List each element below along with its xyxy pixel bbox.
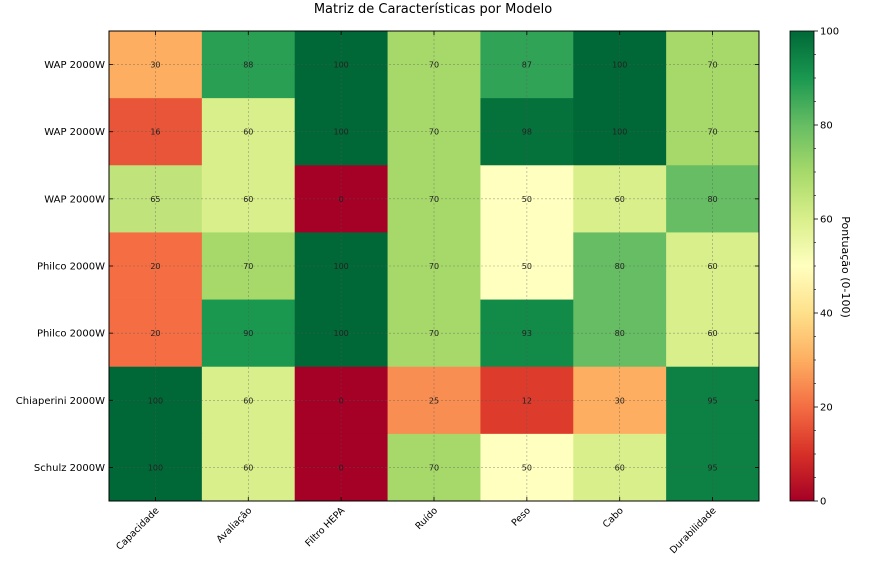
y-tick-label: WAP 2000W xyxy=(44,60,105,71)
x-tick-label: Filtro HEPA xyxy=(303,505,347,549)
cell-value-label: 60 xyxy=(243,463,253,472)
cell-value-label: 65 xyxy=(150,195,160,204)
cell-value-label: 30 xyxy=(615,396,625,405)
cell-value-label: 50 xyxy=(522,463,532,472)
cell-value-label: 80 xyxy=(707,195,717,204)
cell-value-label: 60 xyxy=(615,195,625,204)
y-tick-label: Philco 2000W xyxy=(37,329,105,340)
cell-value-label: 100 xyxy=(612,128,627,137)
cell-value-label: 70 xyxy=(429,262,439,271)
y-tick-label: WAP 2000W xyxy=(44,127,105,138)
cell-value-label: 95 xyxy=(707,463,717,472)
y-tick-labels: WAP 2000W WAP 2000W WAP 2000W Philco 2000W P… xyxy=(16,60,105,474)
cell-value-label: 30 xyxy=(150,61,160,70)
cell-value-label: 25 xyxy=(429,396,439,405)
x-tick-label: Peso xyxy=(510,505,533,528)
cell-value-label: 100 xyxy=(334,329,349,338)
colorbar-tick-label: 20 xyxy=(820,403,833,414)
cell-value-label: 20 xyxy=(150,262,160,271)
cell-value-label: 60 xyxy=(243,128,253,137)
cell-value-label: 0 xyxy=(339,396,344,405)
cell-value-label: 70 xyxy=(429,61,439,70)
colorbar-label: Pontuação (0-100) xyxy=(839,216,852,318)
cell-value-label: 100 xyxy=(334,128,349,137)
cell-value-label: 70 xyxy=(429,195,439,204)
x-tick-label: Capacidade xyxy=(114,505,161,552)
cell-value-labels: 30 88 100 70 87 100 70 16 60 100 70 98 100 70 65 60 0 70 5… xyxy=(148,61,718,473)
cell-value-label: 16 xyxy=(150,128,160,137)
cell-value-label: 60 xyxy=(615,463,625,472)
colorbar-tick-label: 0 xyxy=(820,497,826,508)
cell-value-label: 60 xyxy=(707,329,717,338)
cell-value-label: 60 xyxy=(243,396,253,405)
cell-value-label: 20 xyxy=(150,329,160,338)
colorbar-tick-label: 80 xyxy=(820,121,833,132)
cell-value-label: 93 xyxy=(522,329,532,338)
cell-value-label: 50 xyxy=(522,262,532,271)
x-tick-label: Ruído xyxy=(413,505,440,532)
colorbar: 0 20 40 60 80 100 xyxy=(789,27,839,508)
cell-value-label: 12 xyxy=(522,396,532,405)
colorbar-gradient xyxy=(789,30,815,502)
x-tick-label: Durabilidade xyxy=(668,505,719,556)
cell-value-label: 60 xyxy=(707,262,717,271)
cell-value-label: 60 xyxy=(243,195,253,204)
x-tick-label: Avaliação xyxy=(215,505,255,545)
chart-title: Matriz de Características por Modelo xyxy=(314,2,552,17)
cell-value-label: 70 xyxy=(429,128,439,137)
axes xyxy=(108,30,760,502)
cell-value-label: 95 xyxy=(707,396,717,405)
cell-value-label: 70 xyxy=(707,61,717,70)
x-tick-labels: Capacidade Avaliação Filtro HEPA Ruído Peso C… xyxy=(114,505,719,556)
colorbar-tick-label: 40 xyxy=(820,309,833,320)
cell-value-label: 100 xyxy=(148,463,163,472)
cell-value-label: 0 xyxy=(339,463,344,472)
colorbar-tick-label: 60 xyxy=(820,215,833,226)
cell-value-label: 87 xyxy=(522,61,532,70)
y-tick-label: Chiaperini 2000W xyxy=(16,396,105,407)
colorbar-tick-label: 100 xyxy=(820,27,839,38)
cell-value-label: 70 xyxy=(429,329,439,338)
cell-value-label: 88 xyxy=(243,61,253,70)
cell-value-label: 100 xyxy=(334,61,349,70)
cell-value-label: 80 xyxy=(615,329,625,338)
cell-value-label: 90 xyxy=(243,329,253,338)
cell-value-label: 70 xyxy=(429,463,439,472)
y-tick-label: WAP 2000W xyxy=(44,194,105,205)
cell-value-label: 100 xyxy=(334,262,349,271)
cell-value-label: 0 xyxy=(339,195,344,204)
y-tick-label: Philco 2000W xyxy=(37,262,105,273)
cell-value-label: 98 xyxy=(522,128,532,137)
y-tick-label: Schulz 2000W xyxy=(34,463,105,474)
cell-value-label: 70 xyxy=(707,128,717,137)
cell-value-label: 50 xyxy=(522,195,532,204)
cell-value-label: 70 xyxy=(243,262,253,271)
cell-value-label: 100 xyxy=(148,396,163,405)
cell-value-label: 80 xyxy=(615,262,625,271)
x-tick-label: Cabo xyxy=(601,505,626,530)
cell-value-label: 100 xyxy=(612,61,627,70)
gridlines xyxy=(109,31,759,501)
